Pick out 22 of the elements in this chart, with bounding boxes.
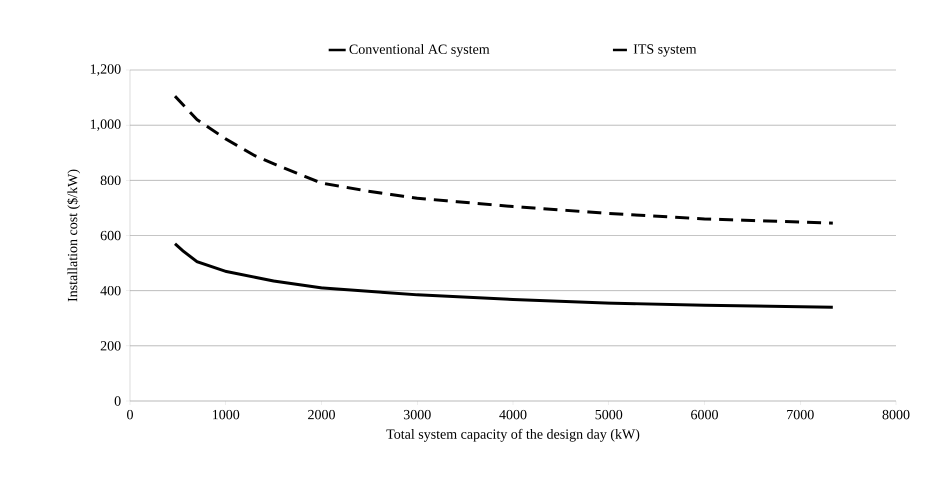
y-tick-label: 1,200 bbox=[90, 64, 121, 76]
y-tick-label: 600 bbox=[100, 230, 121, 240]
y-tick-label: 800 bbox=[100, 176, 121, 186]
y-tick-label: 200 bbox=[100, 341, 121, 351]
y-tick-label: 400 bbox=[100, 286, 121, 296]
x-axis-title: Total system capacity of the design day (kW) bbox=[386, 428, 640, 442]
x-tick-label: 0 bbox=[127, 410, 133, 420]
x-tick-label: 6000 bbox=[691, 410, 718, 420]
x-tick-label: 1000 bbox=[212, 410, 240, 420]
x-tick-label: 5000 bbox=[596, 410, 622, 420]
legend-label: ITS system bbox=[634, 44, 696, 57]
line-series bbox=[174, 242, 834, 309]
x-tick-label: 3000 bbox=[404, 410, 431, 420]
legend-label: Conventional AC system bbox=[350, 44, 490, 57]
x-tick-label: 8000 bbox=[882, 410, 910, 420]
line-series bbox=[174, 94, 834, 225]
x-tick-label: 4000 bbox=[499, 410, 526, 420]
x-tick-label: 7000 bbox=[787, 410, 814, 420]
y-axis-title: Installation cost ($/kW) bbox=[66, 170, 80, 302]
x-tick-label: 2000 bbox=[308, 410, 335, 420]
y-tick-label: 0 bbox=[114, 396, 121, 406]
y-tick-label: 1,000 bbox=[90, 119, 121, 131]
